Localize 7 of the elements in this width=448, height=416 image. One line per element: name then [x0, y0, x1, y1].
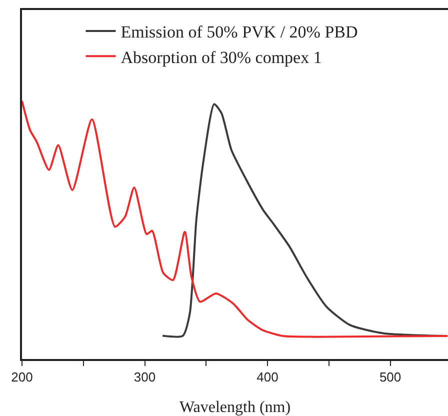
x-tick-label: 400: [256, 369, 278, 384]
x-tick-label: 200: [11, 369, 33, 384]
x-axis-title: Wavelength (nm): [179, 399, 291, 416]
legend-label: Emission of 50% PVK / 20% PBD: [120, 22, 358, 42]
legend-label: Absorption of 30% compex 1: [120, 48, 322, 67]
x-tick-label: 500: [379, 369, 402, 384]
x-tick-label: 300: [134, 369, 156, 384]
